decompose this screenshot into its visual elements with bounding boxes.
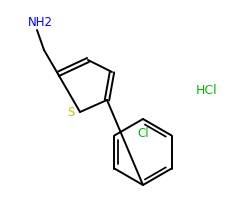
Text: HCl: HCl	[196, 84, 218, 97]
Text: Cl: Cl	[137, 127, 149, 140]
Text: S: S	[67, 106, 75, 119]
Text: NH2: NH2	[28, 16, 53, 29]
